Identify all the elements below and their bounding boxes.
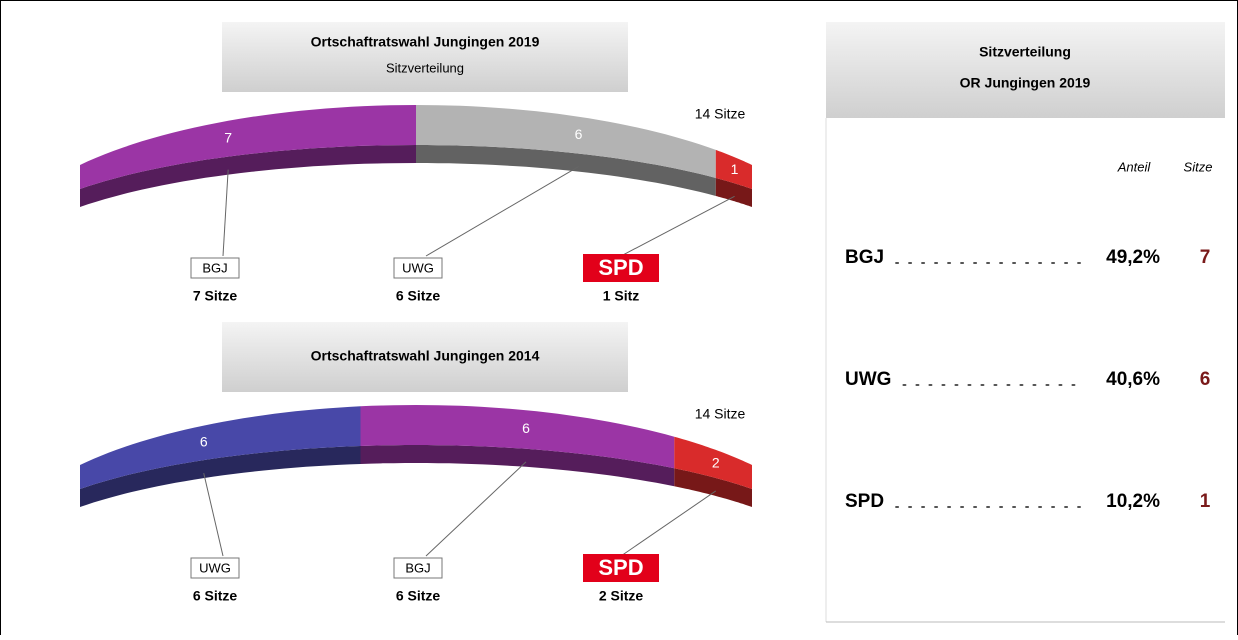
party-label: UWG (199, 560, 231, 575)
chart-title-box (222, 322, 628, 392)
seats: 1 (1200, 491, 1211, 512)
leader-line (203, 472, 224, 557)
seats: 6 (1200, 369, 1211, 390)
seat-label: 6 Sitze (396, 288, 441, 304)
table-title: Sitzverteilung (979, 44, 1071, 60)
party-label: SPD (598, 255, 643, 280)
party-name: UWG (845, 369, 891, 390)
segment (80, 406, 361, 489)
segment (715, 149, 752, 189)
segment-label: 1 (731, 161, 739, 177)
party-label: UWG (402, 260, 434, 275)
column-header: Anteil (1117, 159, 1152, 174)
seats: 7 (1200, 247, 1211, 268)
segment-label: 6 (200, 434, 208, 450)
party-box (190, 257, 240, 279)
share: 10,2% (1106, 491, 1160, 512)
seat-label: 7 Sitze (193, 288, 238, 304)
column-header: Sitze (1184, 159, 1213, 174)
leader-line (425, 461, 527, 557)
party-logo (583, 254, 659, 282)
seat-label: 6 Sitze (396, 588, 441, 604)
leader-line (222, 169, 229, 257)
total-label: 14 Sitze (695, 406, 746, 422)
segment (80, 105, 416, 189)
segment-label: 6 (522, 420, 530, 436)
party-name: BGJ (845, 247, 884, 268)
segment-side (674, 468, 752, 507)
segment-side (80, 145, 416, 207)
party-box (393, 257, 443, 279)
chart-title-box (222, 22, 628, 92)
party-box (190, 557, 240, 579)
segment-label: 6 (575, 126, 583, 142)
segment-label: 7 (224, 129, 232, 145)
chart-title: Ortschaftratswahl Jungingen 2014 (311, 348, 540, 364)
segment-side (715, 178, 752, 207)
table-subtitle: OR Jungingen 2019 (960, 75, 1091, 91)
seat-label: 6 Sitze (193, 588, 238, 604)
party-label: SPD (598, 555, 643, 580)
segment (416, 105, 716, 178)
party-logo (583, 554, 659, 582)
share: 49,2% (1106, 247, 1160, 268)
chart-title: Ortschaftratswahl Jungingen 2019 (311, 34, 540, 50)
party-label: BGJ (202, 260, 227, 275)
segment-side (360, 445, 675, 487)
segment-label: 2 (712, 455, 720, 471)
seat-label: 2 Sitze (599, 588, 644, 604)
segment (360, 405, 675, 469)
seat-label: 1 Sitz (603, 288, 640, 304)
total-label: 14 Sitze (695, 106, 746, 122)
share: 40,6% (1106, 369, 1160, 390)
leader-line (620, 490, 717, 557)
segment-side (416, 145, 716, 196)
party-box (393, 557, 443, 579)
segment-side (80, 446, 361, 507)
segment (674, 436, 752, 489)
chart-subtitle: Sitzverteilung (386, 60, 464, 75)
party-name: SPD (845, 491, 884, 512)
leader-line (620, 195, 735, 257)
leader-line (425, 166, 579, 257)
party-label: BGJ (405, 560, 430, 575)
table-header (826, 22, 1225, 118)
